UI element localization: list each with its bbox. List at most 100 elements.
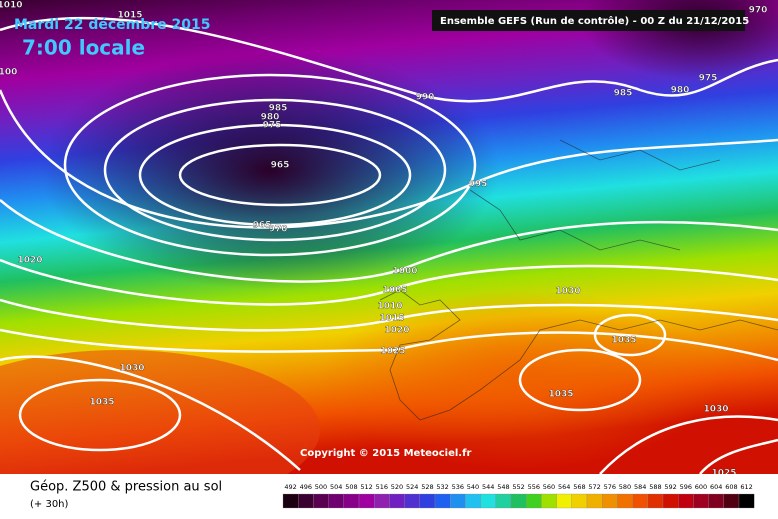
legend-tick-label: 548 xyxy=(497,483,509,491)
legend-swatch xyxy=(419,493,436,509)
isobar-label: 980 xyxy=(261,113,280,123)
isobar-label: 1035 xyxy=(89,398,114,408)
legend-tick-label: 504 xyxy=(330,483,342,491)
legend-swatch xyxy=(723,493,740,509)
isobar-label: 1000 xyxy=(392,267,417,277)
legend-swatch xyxy=(571,493,588,509)
legend-tick-label: 496 xyxy=(300,483,312,491)
isobar-label: 1035 xyxy=(548,390,573,400)
legend-tick-label: 568 xyxy=(573,483,585,491)
isobar-label: 1030 xyxy=(703,405,728,415)
legend-swatch xyxy=(358,493,375,509)
isobar-label: 1025 xyxy=(711,469,736,479)
legend-tick-label: 540 xyxy=(467,483,479,491)
legend-tick-label: 612 xyxy=(740,483,752,491)
legend-tick-label: 552 xyxy=(512,483,524,491)
run-info: Ensemble GEFS (Run de contrôle) - 00 Z d… xyxy=(440,15,749,27)
low-core xyxy=(40,50,500,290)
run-box xyxy=(432,10,745,31)
isobar-label: 965 xyxy=(253,221,272,231)
isobar-label: 1025 xyxy=(380,347,405,357)
legend-swatch xyxy=(313,493,329,509)
isobar-label: 975 xyxy=(263,121,282,131)
legend-swatch xyxy=(526,493,542,509)
copyright: Copyright © 2015 Meteociel.fr xyxy=(300,448,471,459)
isobar-label: 990 xyxy=(416,93,435,103)
color-legend: 492 496 500 504 508 512 516 520 524 528 532 536 540 5… xyxy=(282,483,755,509)
legend-swatch xyxy=(647,493,664,509)
legend-swatch xyxy=(632,493,648,509)
legend-swatch xyxy=(602,493,618,509)
legend-tick-label: 588 xyxy=(649,483,661,491)
legend-tick-label: 564 xyxy=(558,483,570,491)
legend-tick-label: 512 xyxy=(360,483,372,491)
legend-tick-label: 556 xyxy=(528,483,540,491)
legend-swatch xyxy=(738,493,755,509)
legend-swatch xyxy=(434,493,451,509)
legend-swatch xyxy=(617,493,633,509)
legend-tick-label: 500 xyxy=(315,483,327,491)
legend-tick-label: 600 xyxy=(695,483,707,491)
isobar-label: 100 xyxy=(0,68,17,78)
legend-swatch xyxy=(389,493,405,509)
isobars xyxy=(0,16,778,474)
legend-tick-label: 544 xyxy=(482,483,494,491)
legend-swatch xyxy=(298,493,314,509)
legend-swatch xyxy=(556,493,572,509)
date: Mardi 22 décembre 2015 xyxy=(14,17,211,33)
legend-tick-label: 560 xyxy=(543,483,555,491)
legend-tick-label: 604 xyxy=(710,483,722,491)
legend-tick-label: 492 xyxy=(284,483,296,491)
legend-swatch xyxy=(510,493,527,509)
coastlines xyxy=(379,139,778,421)
legend-tick-label: 576 xyxy=(604,483,616,491)
legend-swatch xyxy=(343,493,360,509)
legend-tick-label: 508 xyxy=(345,483,357,491)
isobar-label: 1010 xyxy=(377,302,402,312)
legend-tick-label: 536 xyxy=(452,483,464,491)
legend-swatch xyxy=(374,493,390,509)
isobar-label: 1020 xyxy=(17,256,42,266)
isobar-label: 1030 xyxy=(555,287,580,297)
isobar-label: 1035 xyxy=(611,336,636,346)
isobar-label: 985 xyxy=(269,104,288,114)
legend-swatch xyxy=(450,493,466,509)
product: Géop. Z500 & pression au sol xyxy=(30,480,222,495)
legend-tick-label: 516 xyxy=(376,483,388,491)
legend-swatch xyxy=(541,493,557,509)
isobar-label: 970 xyxy=(749,6,768,16)
time: 7:00 locale xyxy=(22,36,145,60)
isobar-label: 1020 xyxy=(384,326,409,336)
legend-swatch xyxy=(693,493,709,509)
isobar-label: 1015 xyxy=(117,11,142,21)
lead-time: (+ 30h) xyxy=(30,499,69,510)
legend-tick-label: 528 xyxy=(421,483,433,491)
legend-swatch xyxy=(404,493,420,509)
legend-swatch xyxy=(480,493,496,509)
isobar-label: 1005 xyxy=(382,286,407,296)
legend-tick-label: 524 xyxy=(406,483,418,491)
legend-swatch xyxy=(465,493,481,509)
isobar-label: 970 xyxy=(269,225,288,235)
isobar-label: 995 xyxy=(469,180,488,190)
isobar-label: 980 xyxy=(671,86,690,96)
isobar-label: 965 xyxy=(271,161,290,171)
legend-swatch xyxy=(678,493,694,509)
legend-tick-label: 520 xyxy=(391,483,403,491)
legend-tick-label: 608 xyxy=(725,483,737,491)
isobar-label: 1030 xyxy=(119,364,144,374)
legend-tick-label: 596 xyxy=(680,483,692,491)
legend-swatch xyxy=(662,493,679,509)
legend-tick-label: 572 xyxy=(588,483,600,491)
legend-tick-label: 592 xyxy=(664,483,676,491)
isobar-label: 985 xyxy=(614,89,633,99)
isobar-label: 1010 xyxy=(0,1,23,11)
legend-swatch xyxy=(495,493,512,509)
legend-swatch xyxy=(282,493,299,509)
legend-tick-label: 532 xyxy=(436,483,448,491)
isobar-label: 975 xyxy=(699,74,718,84)
legend-swatch xyxy=(328,493,344,509)
